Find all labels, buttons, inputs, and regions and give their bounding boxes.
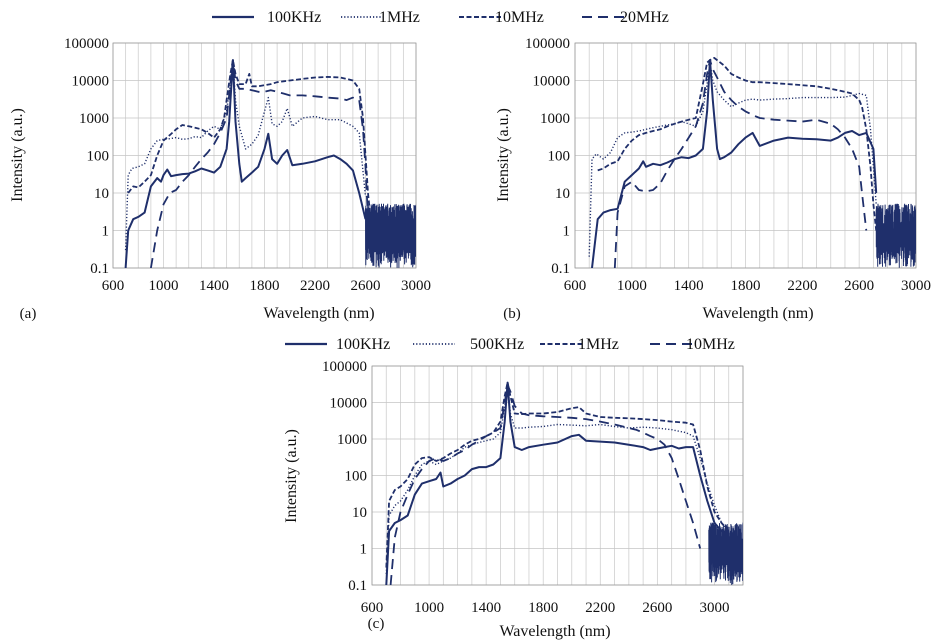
y-axis-label: Intensity (a.u.) <box>283 429 300 523</box>
y-tick-label: 10 <box>555 186 570 202</box>
plot-frame <box>371 365 744 586</box>
x-tick-label: 1000 <box>149 278 179 294</box>
x-tick-label: 3000 <box>901 278 931 294</box>
series-group <box>588 57 916 268</box>
legend: 100KHz 1MHz 10MHz 20MHz <box>212 9 669 26</box>
y-tick-label: 1000 <box>540 111 570 127</box>
legend-label: 20MHz <box>620 9 669 26</box>
x-tick-label: 2600 <box>351 278 381 294</box>
chart-panel-2: 0.1 1 10 100 1000 10000 100000 600 1000 1400 1800 2… <box>495 36 931 322</box>
series-line-1mhz <box>385 381 730 568</box>
x-tick-label: 1400 <box>674 278 704 294</box>
series-line-10mhz <box>127 59 372 220</box>
y-tick-label: 100000 <box>525 36 570 52</box>
legend-label: 100KHz <box>267 9 321 26</box>
chart-panel-1: 0.1 1 10 100 1000 10000 100000 600 1000 1400 1800 2… <box>9 9 669 322</box>
x-tick-label: 1800 <box>528 600 558 616</box>
x-tick-label: 1000 <box>617 278 647 294</box>
x-tick-label: 3000 <box>401 278 431 294</box>
panel-label: (c) <box>368 616 385 632</box>
x-tick-label: 2200 <box>300 278 330 294</box>
y-tick-label: 0.1 <box>348 578 367 594</box>
series-group <box>385 381 743 585</box>
x-tick-label: 1400 <box>199 278 229 294</box>
legend-label: 500KHz <box>470 336 524 353</box>
y-tick-label: 0.1 <box>90 261 109 277</box>
legend-label: 10MHz <box>686 336 735 353</box>
legend-label: 1MHz <box>578 336 619 353</box>
y-tick-label: 1000 <box>79 111 109 127</box>
series-line-100khz <box>124 59 367 268</box>
plot-frame <box>574 42 917 269</box>
x-tick-label: 3000 <box>699 600 729 616</box>
y-tick-label: 100 <box>548 149 571 165</box>
noise-trace <box>708 522 743 585</box>
x-axis-label: Wavelength (nm) <box>499 623 610 640</box>
series-line-20mhz <box>613 59 868 268</box>
panel-label: (a) <box>20 306 37 322</box>
x-axis-label: Wavelength (nm) <box>702 305 813 322</box>
y-tick-label: 100 <box>345 469 368 485</box>
plot-frame <box>112 42 417 269</box>
legend-label: 100KHz <box>336 336 390 353</box>
y-tick-label: 1 <box>102 224 110 240</box>
x-tick-label: 600 <box>564 278 587 294</box>
series-line-100khz <box>591 59 878 268</box>
series-line-1mhz <box>588 61 877 257</box>
series-line-10mhz <box>597 57 878 231</box>
y-tick-label: 10 <box>352 505 367 521</box>
x-tick-label: 2600 <box>642 600 672 616</box>
y-tick-label: 10 <box>94 186 109 202</box>
y-tick-label: 0.1 <box>551 261 570 277</box>
x-tick-label: 2200 <box>787 278 817 294</box>
x-tick-label: 600 <box>361 600 384 616</box>
y-tick-label: 10000 <box>533 74 571 90</box>
legend-label: 1MHz <box>379 9 420 26</box>
y-tick-label: 10000 <box>72 74 110 90</box>
grid <box>574 42 917 269</box>
panel-label: (b) <box>503 306 521 322</box>
y-tick-label: 1 <box>563 224 571 240</box>
legend: 100KHz 500KHz 1MHz 10MHz <box>285 336 735 353</box>
grid <box>371 365 744 586</box>
x-tick-label: 1800 <box>731 278 761 294</box>
series-line-100khz <box>385 381 730 585</box>
x-tick-label: 1000 <box>414 600 444 616</box>
series-group <box>124 59 416 268</box>
y-tick-label: 10000 <box>330 396 368 412</box>
x-axis-label: Wavelength (nm) <box>263 305 374 322</box>
x-tick-label: 1800 <box>250 278 280 294</box>
series-line-10mhz <box>389 384 702 585</box>
y-tick-label: 1000 <box>337 432 367 448</box>
noise-trace <box>875 203 916 268</box>
y-tick-label: 1 <box>360 542 368 558</box>
x-tick-label: 2600 <box>844 278 874 294</box>
x-tick-label: 2200 <box>585 600 615 616</box>
x-tick-label: 1400 <box>471 600 501 616</box>
x-tick-label: 600 <box>102 278 125 294</box>
y-axis-label: Intensity (a.u.) <box>9 108 26 202</box>
y-axis-label: Intensity (a.u.) <box>495 108 512 202</box>
chart-panel-3: 0.1 1 10 100 1000 10000 100000 600 1000 1400 1800 2… <box>283 336 744 640</box>
noise-trace <box>365 203 416 268</box>
y-tick-label: 100000 <box>64 36 109 52</box>
series-line-500khz <box>385 384 730 575</box>
legend-label: 10MHz <box>495 9 544 26</box>
y-tick-label: 100000 <box>322 359 367 375</box>
series-line-20mhz <box>150 59 369 268</box>
y-tick-label: 100 <box>87 149 110 165</box>
